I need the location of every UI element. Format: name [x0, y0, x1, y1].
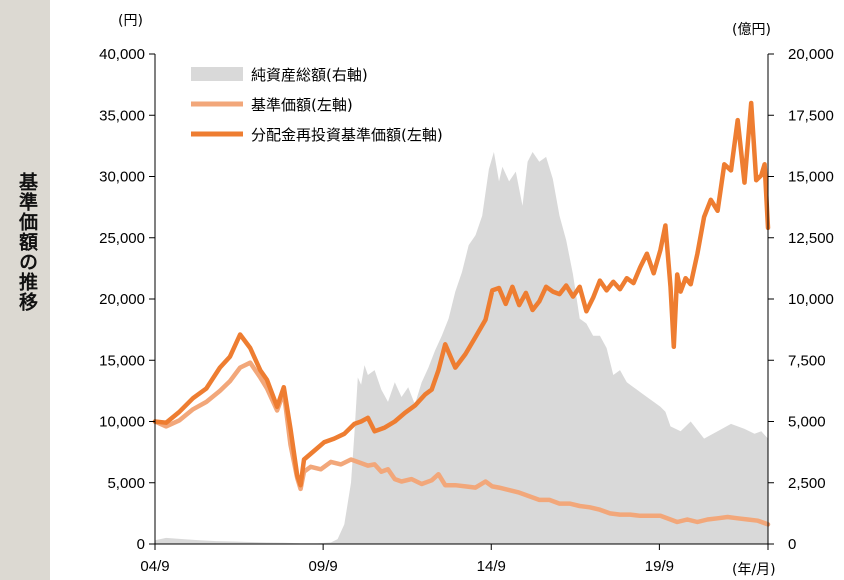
legend-label: 基準価額(左軸): [251, 96, 353, 114]
left-axis-tick-label: 0: [137, 536, 145, 553]
series-net-assets-area: [155, 152, 768, 544]
legend-swatch-area: [191, 67, 243, 81]
legend: 純資産総額(右軸) 基準価額(左軸) 分配金再投資基準価額(左軸): [191, 66, 443, 144]
left-axis-tick-label: 20,000: [99, 291, 145, 308]
left-axis-unit: (円): [118, 13, 143, 29]
left-axis-tick-label: 5,000: [107, 475, 145, 492]
right-axis-tick-label: 0: [788, 536, 796, 553]
right-axis-tick-label: 5,000: [788, 414, 826, 431]
side-band: [0, 0, 50, 580]
area-layer: [155, 152, 768, 544]
right-axis-tick-label: 17,500: [788, 107, 834, 124]
x-axis-tick-label: 19/9: [645, 558, 674, 575]
right-axis-unit: (億円): [732, 22, 771, 38]
left-axis-tick-label: 40,000: [99, 46, 145, 63]
side-title: 基準価額の推移: [16, 172, 38, 312]
right-axis-tick-label: 7,500: [788, 352, 826, 369]
right-axis-tick-label: 12,500: [788, 230, 834, 247]
x-axis-tick-label: 04/9: [140, 558, 169, 575]
right-axis-tick-label: 20,000: [788, 46, 834, 63]
line-layer: [152, 100, 771, 527]
x-axis-tick-label: 14/9: [477, 558, 506, 575]
axes-layer: 0 5,000 10,000 15,000 20,000 25,000 30,000 35,0…: [99, 46, 834, 575]
left-axis-tick-label: 35,000: [99, 107, 145, 124]
right-axis-tick-label: 2,500: [788, 475, 826, 492]
legend-label: 分配金再投資基準価額(左軸): [251, 126, 443, 144]
left-axis-tick-label: 25,000: [99, 230, 145, 247]
series-nav-line: [152, 360, 771, 527]
left-axis-tick-label: 30,000: [99, 169, 145, 186]
legend-label: 純資産総額(右軸): [251, 66, 368, 84]
right-axis-tick-label: 15,000: [788, 169, 834, 186]
x-axis-tick-label: 09/9: [309, 558, 338, 575]
series-reinvested-nav-line: [152, 100, 771, 488]
x-axis-unit: (年/月): [732, 562, 776, 578]
left-axis-tick-label: 15,000: [99, 352, 145, 369]
left-axis-tick-label: 10,000: [99, 414, 145, 431]
right-axis-tick-label: 10,000: [788, 291, 834, 308]
